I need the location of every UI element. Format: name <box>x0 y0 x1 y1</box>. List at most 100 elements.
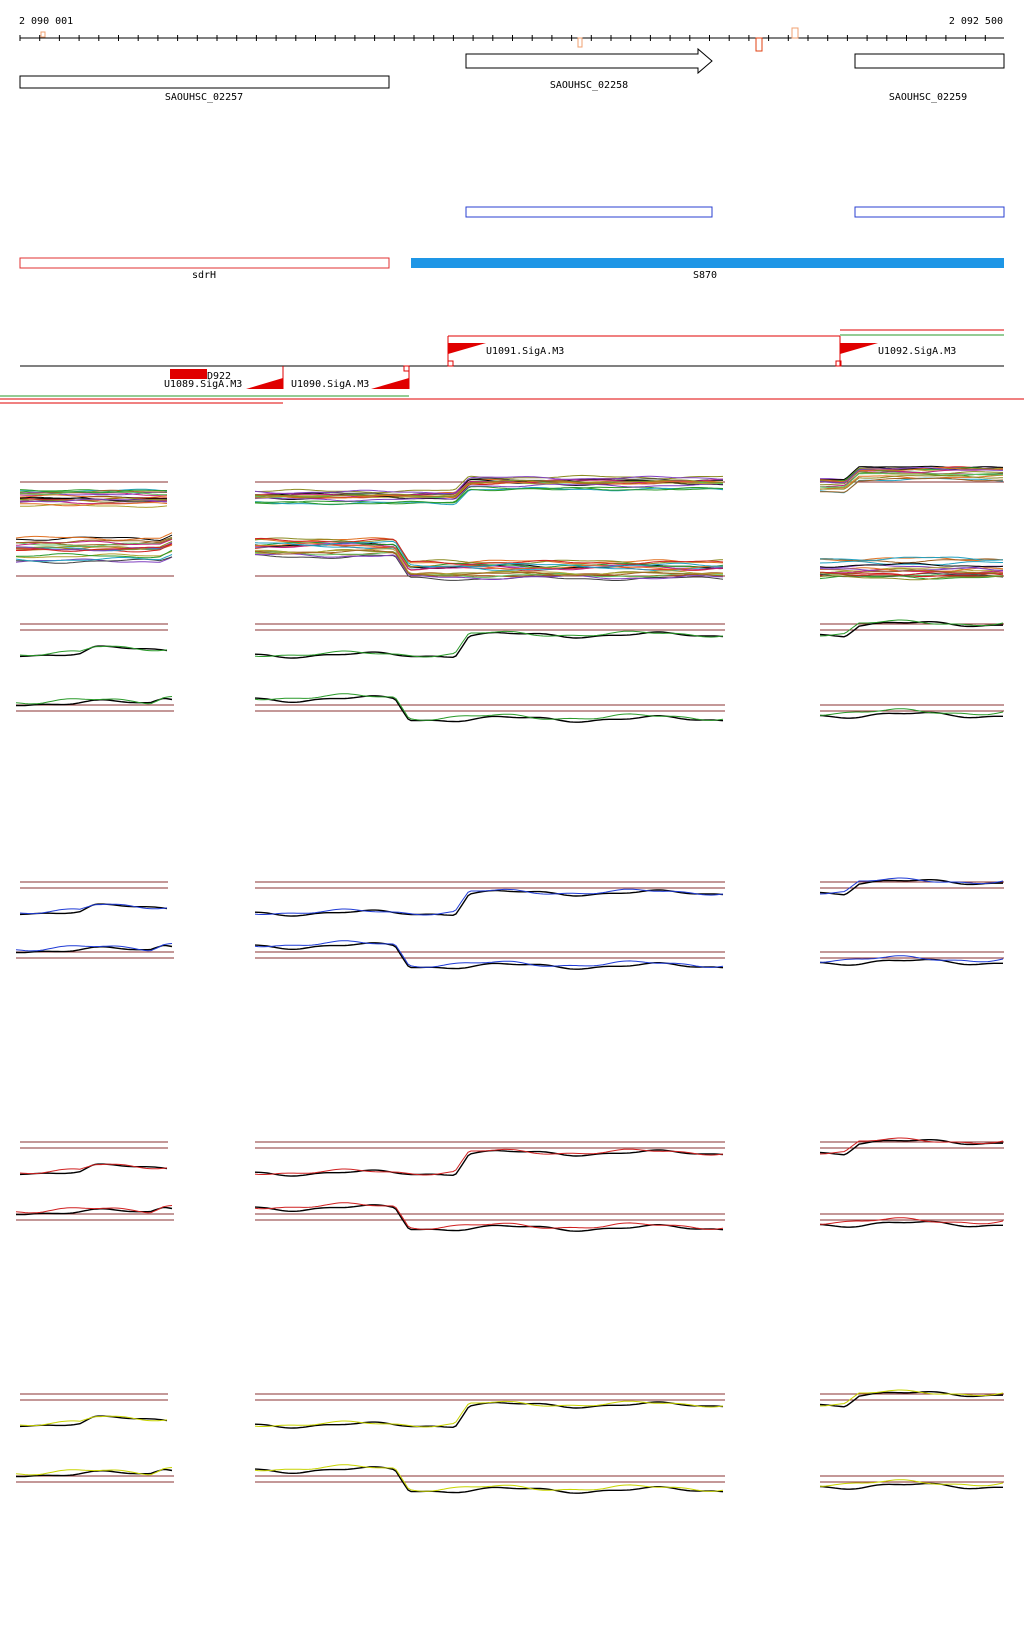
gene-label-saouhsc-02259: SAOUHSC_02259 <box>889 92 967 103</box>
expression-profile-line <box>254 537 724 565</box>
expression-profile-line <box>254 1148 724 1176</box>
promoter-arrow-u1091[interactable] <box>448 343 486 354</box>
transcript-feature[interactable] <box>854 206 1005 218</box>
promoter-label-u1091: U1091.SigA.M3 <box>486 346 564 357</box>
terminator-d922[interactable] <box>170 369 207 379</box>
expression-profile-line <box>15 697 173 707</box>
expression-profile-line <box>254 475 724 494</box>
ruler-start-label: 2 090 001 <box>19 16 73 27</box>
panel-green-forward <box>19 619 1004 659</box>
gene-label-saouhsc-02257: SAOUHSC_02257 <box>165 92 243 103</box>
expression-profile-line <box>19 497 167 502</box>
expression-profile-line <box>819 1139 1003 1156</box>
expression-profile-line <box>15 550 173 559</box>
expression-profile-line <box>819 562 1004 568</box>
expression-profile-line <box>254 1401 724 1429</box>
expression-profile-line <box>254 1464 724 1492</box>
panel-green-reverse <box>15 693 1004 723</box>
panel-red-forward <box>19 1137 1004 1177</box>
expression-profile-line <box>15 1206 173 1216</box>
gene-feature-saouhsc-02259[interactable] <box>854 53 1005 69</box>
expression-profile-line <box>819 1137 1004 1155</box>
promoter-arrow-u1089[interactable] <box>246 378 283 389</box>
expression-profile-line <box>254 889 724 917</box>
expression-profile-line <box>254 1202 724 1230</box>
expression-profile-line <box>15 554 173 562</box>
panel-blue-forward <box>19 877 1004 917</box>
expression-profile-line <box>255 544 724 572</box>
expression-profile-line <box>19 491 167 496</box>
expression-profile-line <box>15 538 173 544</box>
expression-profile-line <box>15 536 173 546</box>
expression-profile-line <box>19 1415 168 1427</box>
expression-profile-line <box>255 553 724 580</box>
expression-profile-line <box>819 1391 1003 1408</box>
annotation-label-sdrh: sdrH <box>192 270 216 281</box>
terminator-label-d922: D922 <box>207 371 231 382</box>
expression-profile-line <box>15 534 173 542</box>
expression-profile-line <box>254 942 724 970</box>
expression-profile-line <box>820 475 1004 490</box>
ruler-marker <box>791 27 799 39</box>
expression-profile-line <box>254 1400 724 1428</box>
expression-profile-line <box>255 542 724 570</box>
ruler-end-label: 2 092 500 <box>949 16 1003 27</box>
expression-profile-line <box>819 621 1003 638</box>
promoter-arrow-u1092[interactable] <box>840 343 878 354</box>
expression-profile-line <box>254 486 723 505</box>
expression-profile-line <box>19 1163 168 1175</box>
expression-profile-line <box>20 498 168 503</box>
expression-profile-line <box>254 549 724 577</box>
gene-label-saouhsc-02258: SAOUHSC_02258 <box>550 80 628 91</box>
expression-profile-line <box>19 489 167 494</box>
expression-profile-line <box>254 1466 724 1494</box>
expression-profile-line <box>16 543 173 552</box>
expression-profile-line <box>819 1220 1003 1228</box>
expression-profile-line <box>15 1205 173 1214</box>
annotation-s870[interactable] <box>411 258 1004 268</box>
expression-profile-line <box>819 575 1004 581</box>
expression-profile-line <box>16 549 173 559</box>
expression-profile-line <box>15 1468 173 1478</box>
expression-profile-line <box>254 483 724 502</box>
panel-yellow-forward <box>19 1389 1004 1429</box>
gene-track: SAOUHSC_02257 SAOUHSC_02258 SAOUHSC_0225… <box>19 47 1005 103</box>
expression-profile-line <box>15 696 173 705</box>
expression-profile-line <box>254 630 724 658</box>
gene-feature-saouhsc-02258[interactable] <box>465 47 713 75</box>
annotation-sdrh[interactable] <box>19 257 390 269</box>
expression-profile-line <box>254 479 723 498</box>
expression-profile-line <box>254 1149 724 1177</box>
expression-profile-line <box>254 480 724 499</box>
panel-yellow-reverse <box>15 1464 1004 1494</box>
annotation-track: sdrH S870 <box>19 257 1004 281</box>
expression-profile-line <box>15 943 173 952</box>
transcript-feature[interactable] <box>465 206 713 218</box>
expression-profile-line <box>15 537 173 547</box>
promoter-label-u1092: U1092.SigA.M3 <box>878 346 956 357</box>
expression-profile-line <box>255 487 724 505</box>
expression-profile-line <box>254 693 724 721</box>
expression-profile-line <box>15 944 173 954</box>
expression-profile-line <box>820 470 1003 486</box>
promoter-label-u1090: U1090.SigA.M3 <box>291 379 369 390</box>
gene-feature-saouhsc-02257[interactable] <box>19 75 390 89</box>
expression-profile-line <box>819 466 1003 484</box>
expression-profile-line <box>820 567 1004 572</box>
expression-profile-line <box>819 1482 1003 1490</box>
expression-profile-line <box>819 877 1004 895</box>
expression-profile-line <box>254 1204 724 1232</box>
expression-profile-line <box>819 1479 1004 1487</box>
expression-profile-line <box>819 1217 1004 1225</box>
expression-profile-line <box>254 631 724 659</box>
expression-profile-line <box>254 540 723 568</box>
expression-profile-line <box>819 556 1004 561</box>
expression-profile-line <box>819 879 1003 896</box>
promoter-arrow-u1090[interactable] <box>371 378 409 389</box>
expression-profile-line <box>255 551 723 578</box>
ruler-marker <box>40 31 46 38</box>
expression-profile-line <box>19 645 168 657</box>
promoter-box <box>403 365 410 372</box>
expression-profile-line <box>20 502 168 507</box>
